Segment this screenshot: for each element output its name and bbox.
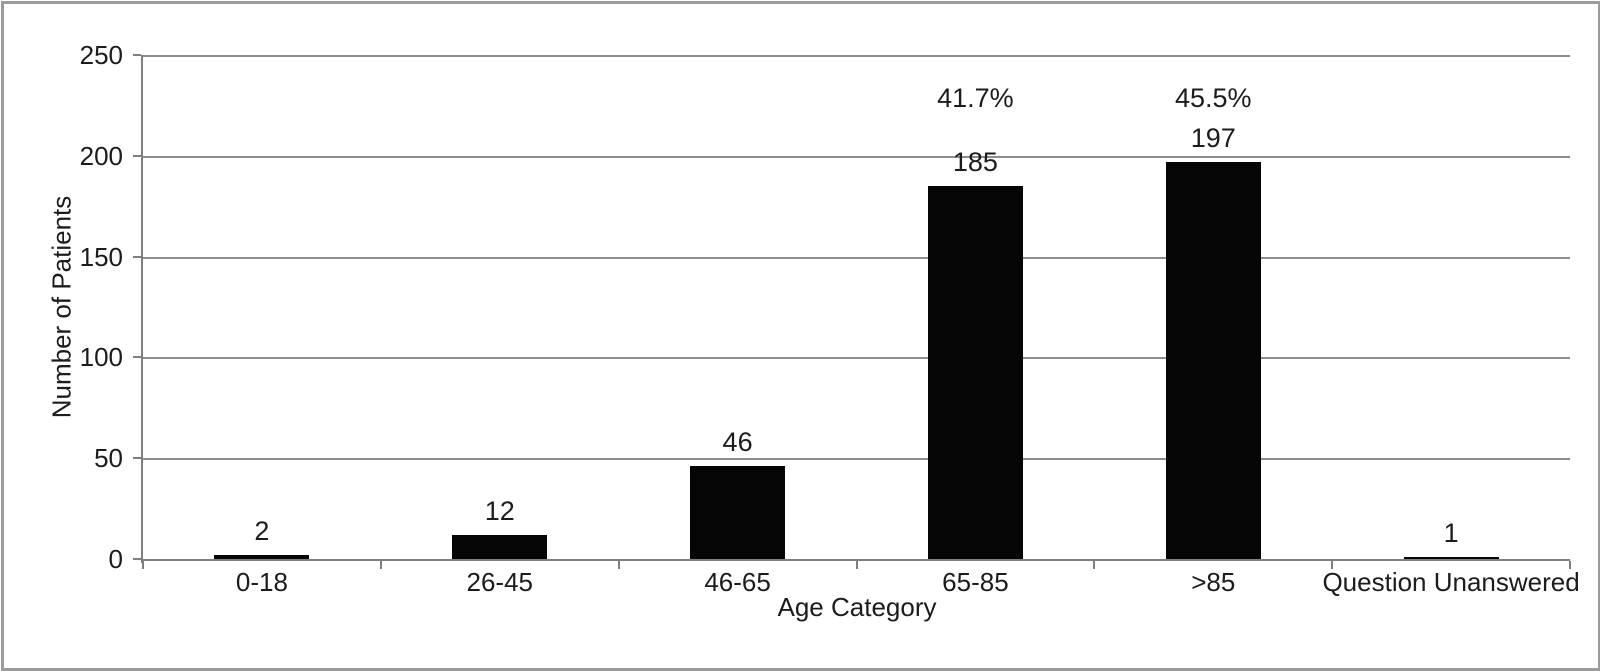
bar-value-label-46-65: 46	[722, 427, 753, 457]
gridline-150	[143, 256, 1570, 259]
gridline-250	[143, 55, 1570, 57]
bar-percent-label->85: 45.5%	[1174, 83, 1252, 113]
y-tick-label-200: 200	[79, 140, 123, 171]
y-tick-label-250: 250	[79, 40, 123, 70]
bar-65-85	[927, 186, 1023, 559]
y-tick-label-100: 100	[79, 342, 123, 373]
y-tick-mark-200	[133, 154, 141, 157]
x-tick-label-0-18: 0-18	[235, 567, 288, 597]
bar-chart: 2 12 46 185 41.7% 197 45.5% 1 Number of Patient…	[4, 4, 1598, 668]
y-tick-label-150: 150	[79, 241, 123, 272]
bar-Question Unanswered	[1403, 557, 1499, 559]
bar-value-label-65-85: 185	[952, 147, 998, 177]
x-tick-mark-0	[142, 561, 144, 569]
bar-value-label-26-45: 12	[484, 496, 515, 526]
gridline-50	[143, 458, 1570, 461]
x-tick-mark-6	[1569, 561, 1571, 569]
gridline-200	[143, 155, 1570, 158]
x-tick-label-Question Unanswered: Question Unanswered	[1322, 567, 1580, 597]
y-tick-mark-0	[133, 558, 141, 560]
bar-46-65	[690, 466, 786, 559]
x-tick-mark-5	[1331, 561, 1334, 569]
x-axis-line	[141, 559, 1570, 561]
x-tick-label-65-85: 65-85	[942, 567, 1009, 597]
bar-value-label-0-18: 2	[254, 516, 270, 546]
y-tick-mark-250	[133, 54, 141, 56]
y-tick-label-50: 50	[94, 443, 123, 474]
x-tick-label->85: >85	[1191, 567, 1236, 597]
x-tick-label-46-65: 46-65	[704, 567, 771, 597]
x-tick-mark-1	[379, 561, 382, 569]
bar-percent-label-65-85: 41.7%	[937, 83, 1014, 113]
bar-value-label->85: 197	[1190, 123, 1236, 153]
x-tick-mark-2	[617, 561, 620, 569]
y-axis-line	[141, 55, 143, 563]
y-axis-title: Number of Patients	[46, 195, 77, 419]
bar-0-18	[214, 555, 310, 559]
gridline-100	[143, 357, 1570, 360]
y-tick-label-0: 0	[108, 544, 123, 574]
bar-value-label-Question Unanswered: 1	[1443, 518, 1459, 548]
y-tick-mark-100	[133, 356, 141, 359]
x-tick-mark-3	[855, 561, 858, 569]
x-axis-title: Age Category	[777, 592, 937, 622]
y-tick-mark-50	[133, 457, 141, 460]
bar->85	[1165, 162, 1261, 559]
x-tick-mark-4	[1093, 561, 1096, 569]
plot-area: 2 12 46 185 41.7% 197 45.5% 1	[143, 55, 1570, 559]
x-tick-label-26-45: 26-45	[466, 567, 534, 597]
bar-26-45	[452, 535, 548, 559]
y-tick-mark-150	[133, 255, 141, 258]
